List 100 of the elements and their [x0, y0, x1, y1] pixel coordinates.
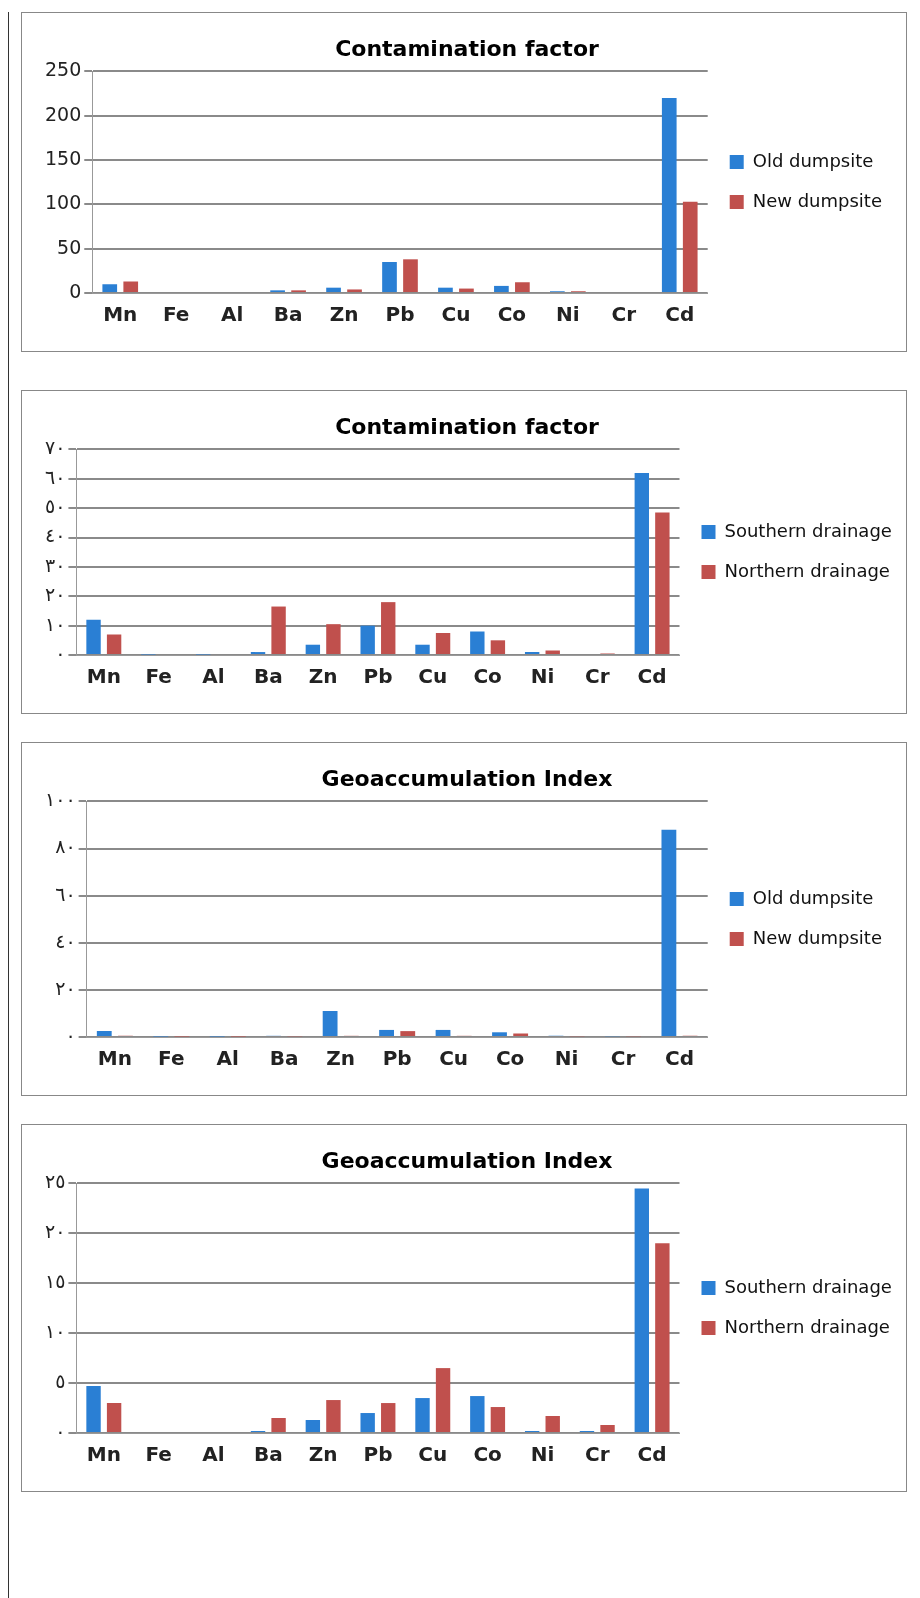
y-tick-label: ١٠	[44, 612, 66, 635]
x-tick-label: Co	[473, 1442, 502, 1467]
x-tick-label: Zn	[326, 1046, 356, 1071]
x-tick-label: Pb	[385, 302, 415, 327]
x-tick-label: Mn	[103, 302, 138, 327]
x-tick-label: Cu	[439, 1046, 469, 1071]
bar	[102, 284, 118, 292]
legend-label: New dumpsite	[752, 189, 883, 211]
bar	[322, 1011, 338, 1036]
bar	[86, 1386, 101, 1432]
bar	[415, 644, 430, 654]
bar	[545, 1416, 560, 1432]
bar	[490, 640, 506, 654]
x-tick-label: Co	[473, 664, 502, 689]
y-tick-label: ٧٠	[44, 436, 66, 459]
x-tick-label: Ni	[554, 1046, 579, 1071]
x-tick-label: Ba	[269, 1046, 299, 1071]
x-tick-label: Co	[495, 1046, 525, 1071]
bar	[515, 282, 530, 292]
x-tick-label: Cd	[637, 664, 667, 689]
x-tick-label: Mn	[97, 1046, 132, 1071]
x-tick-label: Ba	[253, 1442, 283, 1467]
bar	[360, 625, 375, 654]
bar	[381, 602, 396, 654]
x-tick-label: Al	[220, 302, 244, 327]
x-tick-label: Zn	[329, 302, 359, 327]
bar	[86, 619, 101, 654]
x-tick-label: Cu	[441, 302, 471, 327]
y-tick-label: ٢٠	[55, 976, 76, 999]
y-tick-label: 0	[69, 279, 82, 302]
y-tick-label: ٠	[55, 1419, 66, 1442]
y-tick-label: ٦٠	[55, 882, 76, 905]
bar	[403, 259, 418, 292]
x-tick-label: Pb	[363, 1442, 393, 1467]
bar	[435, 1368, 451, 1432]
y-tick-label: ١٥	[44, 1270, 66, 1293]
bar	[438, 287, 453, 292]
bar	[326, 624, 341, 654]
y-tick-label: ٥٠	[44, 495, 66, 518]
y-tick-label: ٢٥	[44, 1170, 66, 1193]
chart-title: Geoaccumulation Index	[321, 765, 613, 791]
bar	[415, 1398, 430, 1432]
bar	[347, 289, 362, 292]
y-tick-label: ٨٠	[55, 835, 76, 858]
bar	[106, 1403, 122, 1432]
x-tick-label: Mn	[86, 1442, 121, 1467]
legend-label: Old dumpsite	[752, 886, 874, 908]
legend-label: Northern drainage	[724, 1315, 890, 1337]
x-tick-label: Cu	[418, 664, 448, 689]
bar	[661, 97, 677, 292]
bar	[96, 1031, 112, 1036]
bar	[661, 829, 677, 1036]
bar	[271, 1418, 286, 1432]
bar	[106, 634, 122, 654]
bar	[634, 472, 649, 654]
y-tick-label: 100	[45, 191, 82, 214]
x-tick-label: Cr	[611, 302, 637, 327]
legend-label: Northern drainage	[724, 559, 890, 581]
x-tick-label: Cd	[637, 1442, 667, 1467]
x-tick-label: Cr	[610, 1046, 636, 1071]
bar	[400, 1031, 416, 1036]
y-tick-label: 250	[45, 58, 82, 81]
bar	[123, 281, 139, 292]
x-tick-label: Cr	[584, 664, 610, 689]
y-tick-label: ٢٠	[44, 583, 66, 606]
x-tick-label: Ba	[253, 664, 283, 689]
legend-label: Southern drainage	[724, 519, 892, 541]
bar	[494, 285, 509, 292]
bar	[490, 1407, 506, 1432]
chart-title: Contamination factor	[335, 413, 599, 439]
y-tick-label: ٤٠	[55, 929, 76, 952]
x-tick-label: Fe	[145, 1442, 172, 1467]
legend-label: Southern drainage	[724, 1275, 892, 1297]
x-tick-label: Zn	[308, 664, 338, 689]
bar	[360, 1413, 375, 1432]
bar	[271, 606, 286, 654]
x-tick-label: Co	[497, 302, 527, 327]
x-tick-label: Al	[216, 1046, 239, 1071]
y-tick-label: 200	[45, 102, 82, 125]
x-tick-label: Ni	[556, 302, 580, 327]
y-tick-label: ١٠	[44, 1320, 66, 1343]
bar	[379, 1029, 394, 1036]
bar	[459, 288, 474, 292]
bar	[381, 1403, 396, 1432]
x-tick-label: Al	[202, 664, 225, 689]
bar	[382, 261, 397, 292]
y-tick-label: ١٠٠	[44, 788, 76, 811]
x-tick-label: Cu	[418, 1442, 448, 1467]
bar	[435, 1029, 451, 1036]
bar	[634, 1188, 649, 1432]
bar	[682, 201, 698, 292]
legend-label: New dumpsite	[752, 926, 883, 948]
x-tick-label: Cr	[584, 1442, 610, 1467]
bar	[470, 1396, 485, 1432]
x-tick-label: Cd	[664, 1046, 694, 1071]
bar	[435, 632, 451, 654]
bar	[470, 631, 485, 654]
bar	[305, 1420, 321, 1432]
x-tick-label: Ni	[530, 1442, 555, 1467]
bar	[655, 512, 670, 654]
